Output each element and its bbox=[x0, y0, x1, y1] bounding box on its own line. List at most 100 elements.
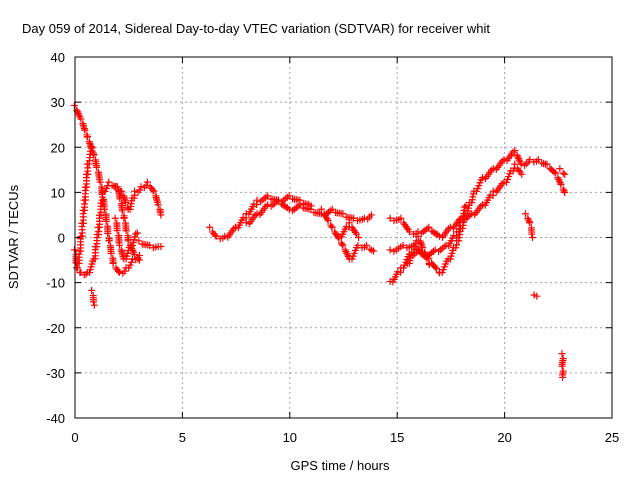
data-point bbox=[74, 109, 82, 117]
y-tick-label: 40 bbox=[51, 50, 65, 65]
x-tick-label: 5 bbox=[179, 430, 186, 445]
data-point bbox=[559, 373, 567, 381]
data-point bbox=[221, 232, 229, 240]
data-point bbox=[102, 217, 110, 225]
y-tick-label: 30 bbox=[51, 95, 65, 110]
data-point bbox=[264, 192, 272, 200]
data-point bbox=[90, 151, 98, 159]
data-point bbox=[73, 106, 81, 114]
data-point bbox=[345, 219, 353, 227]
data-point bbox=[557, 180, 565, 188]
data-point bbox=[350, 214, 358, 222]
data-point bbox=[354, 241, 362, 249]
data-point bbox=[432, 265, 440, 273]
plot-frame bbox=[74, 56, 613, 419]
data-point bbox=[436, 232, 444, 240]
data-point bbox=[82, 270, 90, 278]
data-point bbox=[468, 210, 476, 218]
x-axis-label: GPS time / hours bbox=[291, 458, 390, 473]
data-point bbox=[425, 261, 433, 269]
data-point bbox=[515, 156, 523, 164]
data-point bbox=[559, 169, 567, 177]
data-point bbox=[113, 227, 121, 235]
data-point bbox=[90, 298, 98, 306]
data-point bbox=[88, 286, 96, 294]
data-point bbox=[355, 234, 363, 241]
data-point bbox=[328, 223, 336, 231]
data-point bbox=[479, 174, 487, 182]
data-point bbox=[118, 187, 126, 195]
data-point bbox=[462, 202, 470, 210]
data-point bbox=[149, 186, 157, 194]
data-point bbox=[341, 246, 349, 254]
data-point bbox=[425, 223, 433, 231]
data-point bbox=[524, 214, 532, 222]
data-point bbox=[324, 217, 332, 225]
data-point bbox=[328, 205, 336, 213]
data-point bbox=[137, 183, 145, 191]
data-point bbox=[317, 205, 325, 213]
data-point bbox=[554, 174, 562, 182]
data-point bbox=[515, 155, 523, 163]
data-point bbox=[133, 229, 141, 237]
data-point bbox=[419, 244, 427, 252]
data-point bbox=[157, 243, 165, 251]
data-point bbox=[118, 207, 126, 215]
x-tick-label: 10 bbox=[283, 430, 297, 445]
data-point bbox=[558, 362, 566, 370]
data-point bbox=[561, 170, 569, 178]
y-tick-label: 10 bbox=[51, 185, 65, 200]
data-point bbox=[111, 214, 119, 222]
data-point bbox=[93, 163, 101, 171]
data-point bbox=[212, 232, 220, 240]
data-point bbox=[511, 147, 519, 155]
data-point bbox=[560, 187, 568, 195]
data-point bbox=[489, 187, 497, 195]
data-point bbox=[515, 166, 523, 174]
data-point bbox=[70, 246, 78, 254]
data-point bbox=[343, 249, 351, 257]
x-tick-label: 0 bbox=[71, 430, 78, 445]
data-point bbox=[83, 133, 91, 141]
data-point bbox=[105, 237, 113, 245]
data-point bbox=[135, 256, 143, 264]
data-point bbox=[343, 251, 351, 259]
data-point bbox=[339, 210, 347, 218]
data-point bbox=[124, 237, 132, 245]
data-point bbox=[405, 228, 413, 236]
data-point bbox=[514, 153, 522, 161]
data-point bbox=[242, 219, 250, 227]
y-tick-label: -30 bbox=[46, 366, 65, 381]
data-point bbox=[500, 156, 508, 164]
data-point bbox=[461, 203, 469, 211]
data-point bbox=[120, 214, 128, 222]
data-point bbox=[550, 168, 558, 176]
data-point bbox=[114, 267, 122, 275]
data-point bbox=[127, 258, 135, 266]
data-point bbox=[307, 202, 315, 210]
data-point bbox=[75, 111, 83, 119]
data-point bbox=[446, 223, 454, 231]
data-point bbox=[135, 237, 143, 245]
data-point bbox=[543, 160, 551, 168]
data-point bbox=[81, 126, 89, 134]
data-point bbox=[107, 249, 115, 257]
data-point bbox=[131, 187, 139, 195]
data-point bbox=[414, 232, 422, 240]
data-point bbox=[561, 188, 569, 196]
data-point bbox=[528, 230, 536, 238]
data-point bbox=[116, 268, 124, 276]
data-point bbox=[323, 215, 331, 223]
chart-title: Day 059 of 2014, Sidereal Day-to-day VTE… bbox=[22, 21, 490, 36]
data-point bbox=[285, 192, 293, 200]
data-points bbox=[70, 101, 569, 381]
data-point bbox=[296, 196, 304, 204]
data-point bbox=[555, 175, 563, 183]
data-point bbox=[146, 241, 154, 249]
data-point bbox=[526, 156, 534, 164]
data-point bbox=[342, 248, 350, 256]
data-point bbox=[556, 165, 564, 173]
y-tick-label: -40 bbox=[46, 411, 65, 426]
